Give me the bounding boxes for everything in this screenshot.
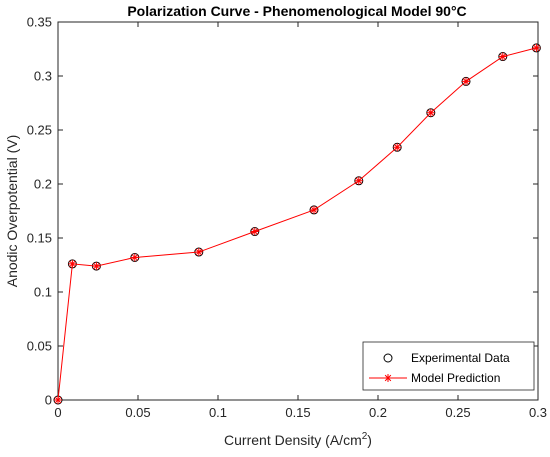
y-tick-label: 0.25 (27, 123, 52, 138)
legend-marker-circle (383, 353, 393, 363)
data-point-asterisk (354, 176, 363, 185)
x-tick-label: 0 (54, 405, 61, 420)
data-point-asterisk (393, 143, 402, 152)
x-tick-label: 0.25 (445, 405, 470, 420)
legend-label: Model Prediction (411, 371, 500, 385)
y-tick-label: 0.05 (27, 339, 52, 354)
chart-title: Polarization Curve - Phenomenological Mo… (127, 3, 466, 19)
data-point-asterisk (310, 205, 318, 214)
x-axis-label-main: Current Density (A/cm (224, 432, 362, 448)
plot-area (57, 21, 539, 401)
y-axis-label: Anodic Overpotential (V) (4, 135, 20, 288)
series-layer (53, 43, 541, 405)
legend-entry: Experimental Data (383, 351, 510, 365)
data-point-asterisk (532, 43, 541, 52)
data-point-asterisk (250, 227, 259, 236)
data-point-asterisk (68, 259, 77, 268)
data-point-asterisk (462, 77, 470, 86)
y-tick-label: 0.2 (34, 177, 52, 192)
x-axis-label-suffix: ) (367, 432, 372, 448)
data-point-asterisk (498, 52, 507, 61)
y-tick-label: 0.3 (34, 69, 52, 84)
x-axis-label-superscript: 2 (362, 431, 368, 442)
x-tick-label: 0.05 (125, 405, 150, 420)
data-point-asterisk (194, 248, 203, 257)
x-tick-label: 0.2 (369, 405, 387, 420)
data-point-asterisk (426, 108, 435, 117)
y-tick-label: 0.1 (34, 285, 52, 300)
x-tick-label: 0.1 (209, 405, 227, 420)
data-point-asterisk (54, 396, 62, 404)
legend-entries: Experimental Data Model Prediction (369, 351, 510, 385)
legend-box (362, 341, 535, 391)
legend-entry: Model Prediction (369, 371, 500, 385)
y-tick-label: 0.35 (27, 15, 52, 30)
y-tick-label: 0.15 (27, 231, 52, 246)
x-tick-label: 0.15 (285, 405, 310, 420)
legend: Experimental Data Model Prediction (362, 341, 535, 391)
x-tick-labels: 0 0.05 0.1 0.15 0.2 0.25 0.3 (54, 405, 547, 420)
legend-marker-asterisk (384, 374, 392, 382)
x-tick-label: 0.3 (529, 405, 547, 420)
y-tick-label: 0 (45, 393, 52, 408)
series-model-prediction (54, 43, 541, 404)
data-point-asterisk (130, 253, 139, 262)
legend-label: Experimental Data (411, 351, 510, 365)
data-point-asterisk (92, 262, 101, 271)
y-tick-labels: 0 0.05 0.1 0.15 0.2 0.25 0.3 0.35 (27, 15, 52, 408)
x-axis-label: Current Density (A/cm2) (224, 431, 372, 448)
